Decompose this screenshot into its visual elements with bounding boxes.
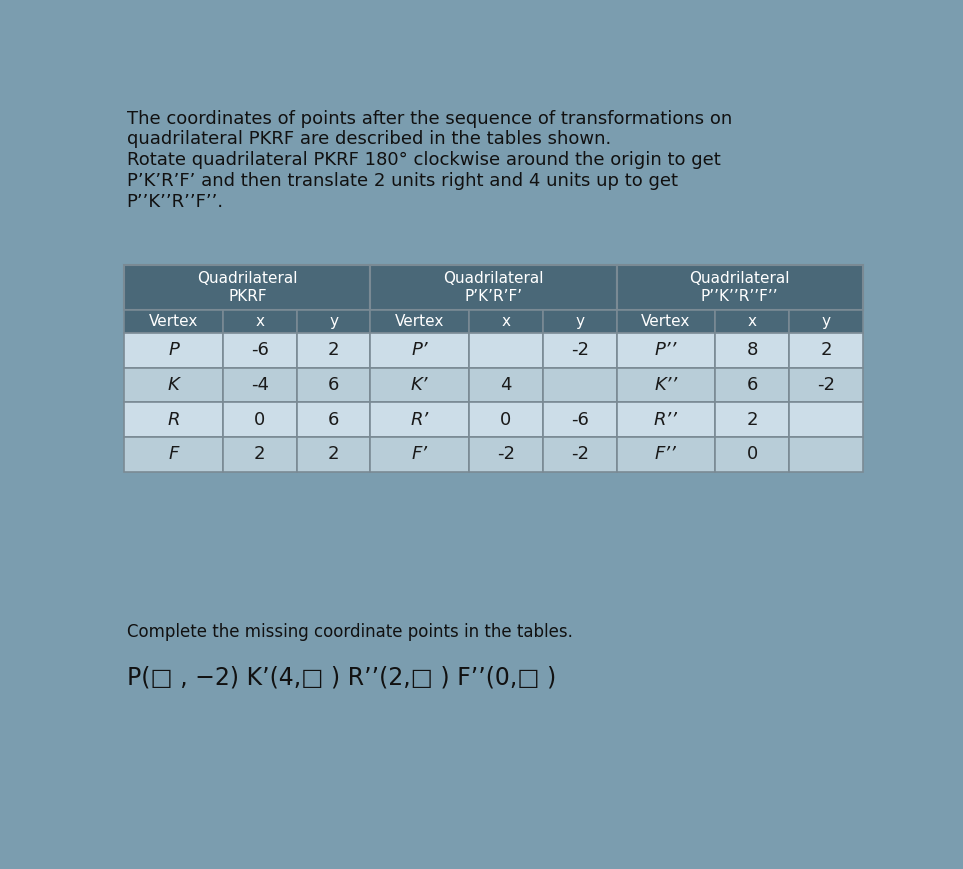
Bar bbox=[543, 437, 616, 472]
Text: -6: -6 bbox=[250, 342, 269, 359]
Bar bbox=[616, 368, 716, 402]
Text: Quadrilateral
P’’K’’R’’F’’: Quadrilateral P’’K’’R’’F’’ bbox=[690, 271, 790, 304]
Text: F’: F’ bbox=[411, 445, 428, 463]
Text: P: P bbox=[169, 342, 179, 359]
Bar bbox=[616, 437, 716, 472]
Text: 2: 2 bbox=[820, 342, 832, 359]
Bar bbox=[222, 310, 297, 333]
Bar bbox=[789, 333, 863, 368]
Text: Vertex: Vertex bbox=[641, 314, 690, 329]
Text: y: y bbox=[575, 314, 585, 329]
Bar bbox=[789, 402, 863, 437]
Text: 4: 4 bbox=[500, 376, 511, 394]
Bar bbox=[789, 368, 863, 402]
Text: Quadrilateral
PKRF: Quadrilateral PKRF bbox=[197, 271, 298, 304]
Bar bbox=[469, 437, 543, 472]
Text: x: x bbox=[255, 314, 264, 329]
Text: P’K’R’F’ and then translate 2 units right and 4 units up to get: P’K’R’F’ and then translate 2 units righ… bbox=[126, 172, 678, 190]
Text: R’’: R’’ bbox=[654, 410, 678, 428]
Bar bbox=[543, 402, 616, 437]
Text: -6: -6 bbox=[571, 410, 588, 428]
Bar bbox=[124, 333, 222, 368]
Bar bbox=[716, 437, 789, 472]
Text: Vertex: Vertex bbox=[395, 314, 444, 329]
Bar bbox=[222, 437, 297, 472]
Bar bbox=[371, 402, 469, 437]
Text: 2: 2 bbox=[327, 342, 339, 359]
Text: -4: -4 bbox=[250, 376, 269, 394]
Text: 2: 2 bbox=[327, 445, 339, 463]
Text: R: R bbox=[168, 410, 180, 428]
Bar bbox=[371, 437, 469, 472]
Text: P(□ , −2) K’(4,□ ) R’’(2,□ ) F’’(0,□ ): P(□ , −2) K’(4,□ ) R’’(2,□ ) F’’(0,□ ) bbox=[126, 666, 556, 690]
Bar bbox=[616, 402, 716, 437]
Bar bbox=[371, 310, 469, 333]
Bar bbox=[469, 402, 543, 437]
Bar bbox=[543, 368, 616, 402]
Bar bbox=[297, 310, 371, 333]
Bar bbox=[616, 265, 863, 310]
Text: R’: R’ bbox=[410, 410, 429, 428]
Bar bbox=[124, 310, 222, 333]
Text: x: x bbox=[502, 314, 510, 329]
Bar bbox=[716, 310, 789, 333]
Text: P’’: P’’ bbox=[655, 342, 677, 359]
Text: 2: 2 bbox=[254, 445, 266, 463]
Text: -2: -2 bbox=[497, 445, 515, 463]
Text: 0: 0 bbox=[746, 445, 758, 463]
Text: y: y bbox=[821, 314, 830, 329]
Text: -2: -2 bbox=[571, 445, 588, 463]
Bar bbox=[716, 368, 789, 402]
Bar bbox=[543, 310, 616, 333]
Bar bbox=[297, 333, 371, 368]
Bar bbox=[616, 333, 716, 368]
Text: P’’K’’R’’F’’.: P’’K’’R’’F’’. bbox=[126, 193, 223, 211]
Text: The coordinates of points after the sequence of transformations on: The coordinates of points after the sequ… bbox=[126, 109, 732, 128]
Bar bbox=[124, 368, 222, 402]
Bar bbox=[124, 437, 222, 472]
Text: y: y bbox=[329, 314, 338, 329]
Bar bbox=[222, 368, 297, 402]
Bar bbox=[716, 333, 789, 368]
Text: -2: -2 bbox=[571, 342, 588, 359]
Text: 8: 8 bbox=[746, 342, 758, 359]
Bar bbox=[371, 368, 469, 402]
Bar bbox=[789, 437, 863, 472]
Bar bbox=[124, 402, 222, 437]
Bar bbox=[371, 265, 616, 310]
Text: K: K bbox=[168, 376, 179, 394]
Text: quadrilateral PKRF are described in the tables shown.: quadrilateral PKRF are described in the … bbox=[126, 130, 611, 149]
Bar bbox=[469, 333, 543, 368]
Bar bbox=[469, 368, 543, 402]
Text: K’’: K’’ bbox=[654, 376, 678, 394]
Bar bbox=[124, 265, 371, 310]
Text: 0: 0 bbox=[254, 410, 265, 428]
Text: 6: 6 bbox=[327, 410, 339, 428]
Bar bbox=[789, 310, 863, 333]
Bar bbox=[222, 402, 297, 437]
Text: F’’: F’’ bbox=[655, 445, 677, 463]
Bar bbox=[297, 368, 371, 402]
Text: 2: 2 bbox=[746, 410, 758, 428]
Bar bbox=[716, 402, 789, 437]
Bar bbox=[616, 310, 716, 333]
Text: x: x bbox=[747, 314, 757, 329]
Bar bbox=[543, 333, 616, 368]
Bar bbox=[297, 437, 371, 472]
Text: Rotate quadrilateral PKRF 180° clockwise around the origin to get: Rotate quadrilateral PKRF 180° clockwise… bbox=[126, 151, 720, 169]
Text: 0: 0 bbox=[500, 410, 511, 428]
Text: Vertex: Vertex bbox=[149, 314, 198, 329]
Text: Quadrilateral
P’K’R’F’: Quadrilateral P’K’R’F’ bbox=[443, 271, 544, 304]
Bar bbox=[469, 310, 543, 333]
Bar bbox=[297, 402, 371, 437]
Text: 6: 6 bbox=[327, 376, 339, 394]
Bar bbox=[371, 333, 469, 368]
Text: 6: 6 bbox=[746, 376, 758, 394]
Text: K’: K’ bbox=[411, 376, 429, 394]
Text: P’: P’ bbox=[411, 342, 428, 359]
Text: Complete the missing coordinate points in the tables.: Complete the missing coordinate points i… bbox=[126, 623, 572, 641]
Text: F: F bbox=[169, 445, 179, 463]
Bar bbox=[222, 333, 297, 368]
Text: -2: -2 bbox=[817, 376, 835, 394]
